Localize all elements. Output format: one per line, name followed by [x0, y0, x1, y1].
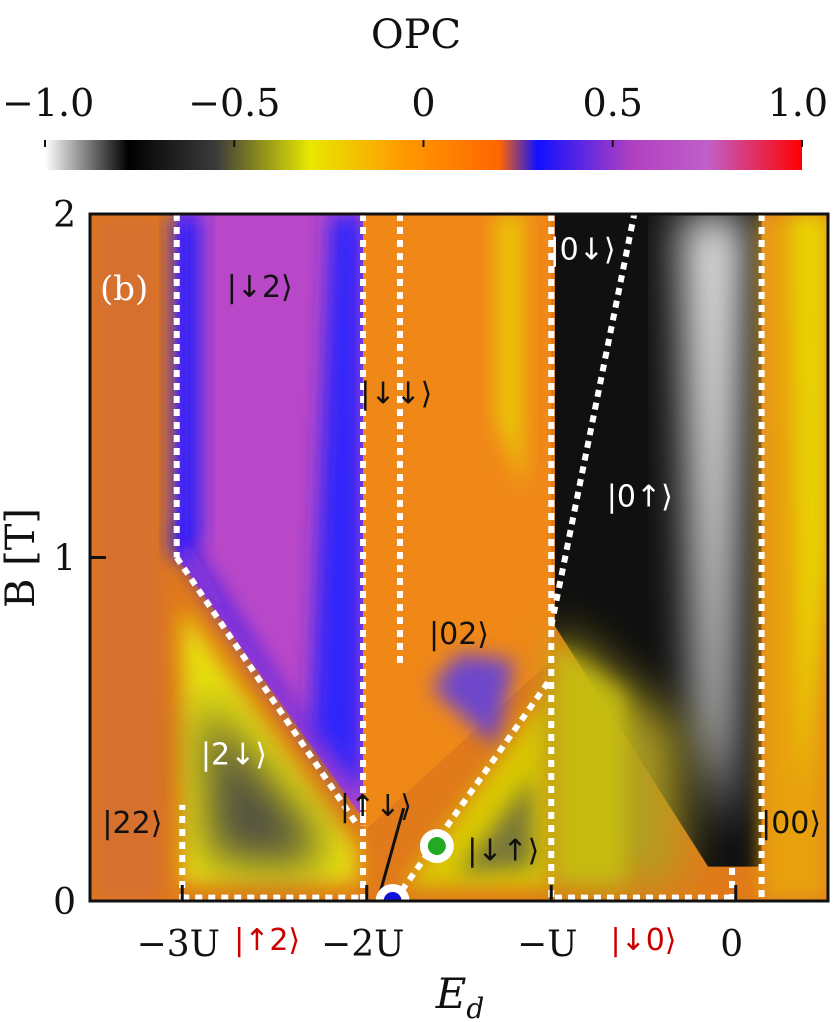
x-tick-label: −U	[517, 924, 578, 965]
colorbar-ticks	[44, 140, 803, 147]
heatmap-region	[495, 214, 524, 489]
x-axis-label-sub: d	[466, 992, 484, 1022]
y-tick-label: 1	[53, 539, 76, 580]
state-label: |↓2⟩	[227, 270, 293, 305]
state-label: |00⟩	[761, 806, 821, 841]
state-label: |0↑⟩	[607, 480, 673, 515]
x-tick-label: −3U	[137, 924, 220, 965]
colorbar-tick-label: 0.5	[583, 81, 643, 125]
marker-dot	[427, 837, 446, 856]
state-label: |↑↓⟩	[340, 789, 412, 824]
heatmap-plot-area	[90, 214, 828, 901]
x-axis-label-main: E	[435, 969, 467, 1018]
heatmap-region	[90, 214, 164, 901]
heatmap-region	[554, 643, 626, 884]
y-axis-ticks: 0 1 2	[53, 195, 106, 923]
y-tick-label: 2	[53, 195, 76, 236]
y-axis-label: B [T]	[0, 508, 44, 608]
state-label: |↓↑⟩	[467, 833, 539, 868]
colorbar-title: OPC	[371, 12, 461, 58]
colorbar-tick-label: 0	[411, 81, 435, 125]
heatmap-region	[459, 777, 533, 874]
heatmap-color-regions	[90, 214, 828, 901]
state-label: |0↓⟩	[550, 232, 616, 267]
heatmap-region	[680, 214, 745, 833]
marker-dot	[383, 892, 402, 901]
colorbar-tick-label: 1.0	[768, 81, 828, 125]
heatmap-region	[431, 653, 515, 747]
colorbar-tick-label: −1.0	[2, 81, 94, 125]
phase-boundary	[391, 676, 554, 901]
colorbar-tick-label: −0.5	[188, 81, 280, 125]
state-label: |↓0⟩	[610, 923, 676, 958]
heatmap-region	[176, 523, 367, 826]
pointer-line	[378, 807, 406, 895]
phase-boundary	[174, 555, 361, 828]
x-tick-label: −2U	[321, 924, 404, 965]
state-label: |↓↓⟩	[360, 377, 432, 412]
phase-boundary	[548, 214, 638, 627]
y-tick-label: 0	[53, 882, 76, 923]
heatmap-region	[791, 214, 828, 798]
heatmap-region	[173, 214, 201, 558]
state-label: |2↓⟩	[201, 737, 267, 772]
panel-label: (b)	[100, 269, 148, 309]
colorbar-tick-labels: −1.0 −0.5 0 0.5 1.0	[2, 81, 828, 125]
state-labels: |↓2⟩ |↓↓⟩ |0↓⟩ |0↑⟩ |02⟩ |2↓⟩ |↑↓⟩ |↓↑⟩ |22⟩ |00⟩…	[102, 232, 821, 957]
heatmap-region	[200, 694, 321, 867]
state-label: |22⟩	[102, 806, 162, 841]
x-tick-label: 0	[720, 924, 743, 965]
markers	[375, 829, 454, 901]
x-axis-ticks: −3U −2U −U 0	[137, 885, 743, 965]
state-label: |02⟩	[429, 617, 489, 652]
heatmap-region	[311, 214, 364, 798]
state-label: |↑2⟩	[234, 923, 300, 958]
phase-boundaries	[173, 214, 765, 901]
x-axis-label: Ed	[435, 969, 485, 1022]
